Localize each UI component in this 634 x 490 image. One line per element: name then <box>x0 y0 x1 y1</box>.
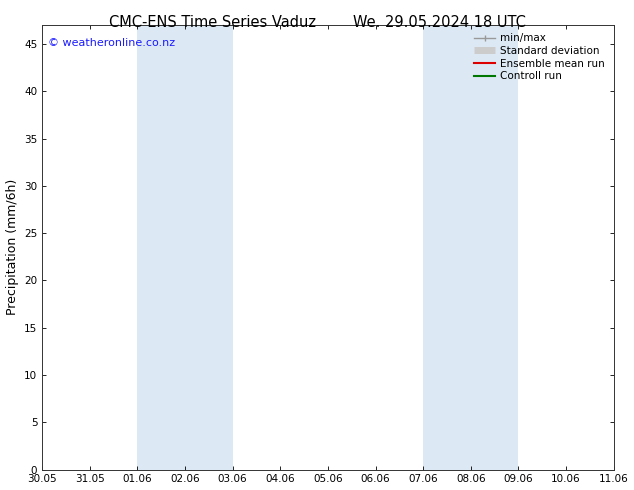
Legend: min/max, Standard deviation, Ensemble mean run, Controll run: min/max, Standard deviation, Ensemble me… <box>471 30 609 84</box>
Text: © weatheronline.co.nz: © weatheronline.co.nz <box>48 39 175 49</box>
Bar <box>185 25 233 469</box>
Bar <box>423 25 470 469</box>
Bar <box>138 25 185 469</box>
Bar <box>470 25 519 469</box>
Y-axis label: Precipitation (mm/6h): Precipitation (mm/6h) <box>6 179 18 316</box>
Text: CMC-ENS Time Series Vaduz        We. 29.05.2024 18 UTC: CMC-ENS Time Series Vaduz We. 29.05.2024… <box>108 15 526 30</box>
